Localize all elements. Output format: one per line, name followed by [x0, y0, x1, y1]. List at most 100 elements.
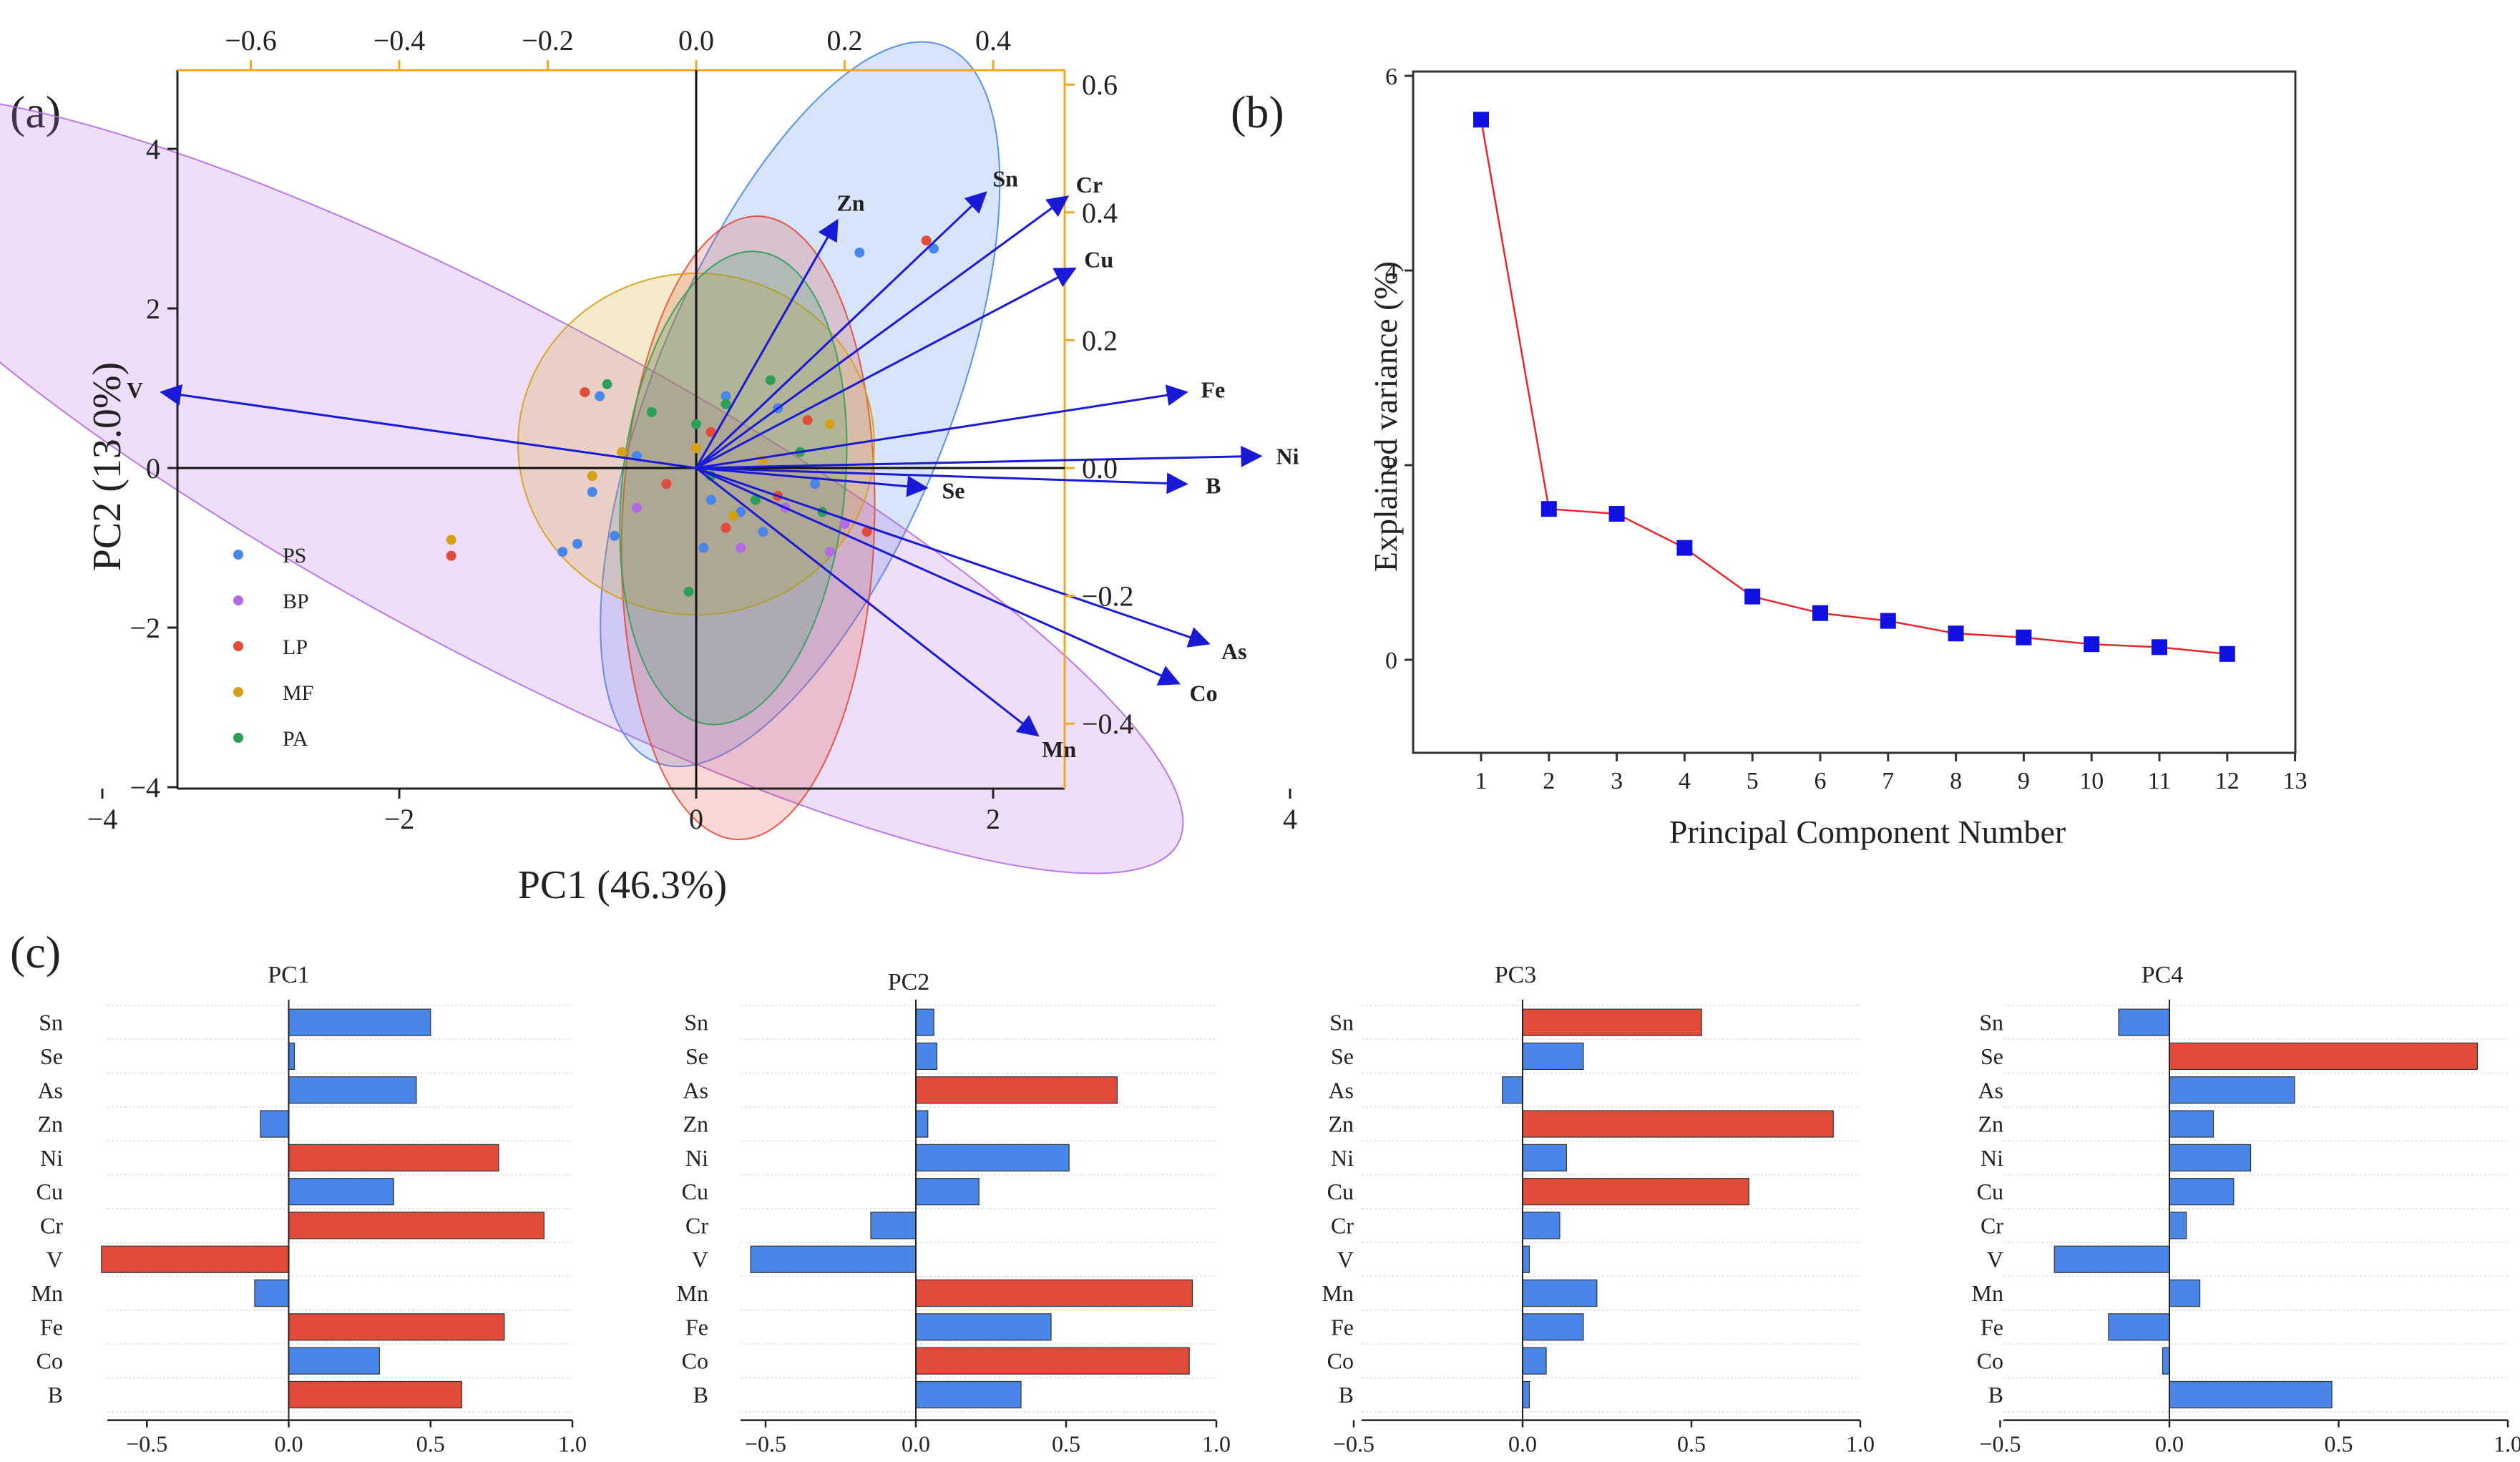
- bar-category-label: Cr: [1981, 1212, 2003, 1238]
- sample-point-lp: [921, 235, 932, 246]
- scree-x-tick-label: 4: [1679, 768, 1691, 794]
- bar-category-label: Mn: [1322, 1280, 1354, 1306]
- bar-category-label: As: [1978, 1077, 2003, 1103]
- scree-y-tick-label: 0: [1385, 648, 1397, 674]
- bar-category-label: Co: [1327, 1348, 1354, 1374]
- bar-x-tick-label: 0.0: [275, 1431, 303, 1457]
- scree-point: [1744, 588, 1761, 605]
- scree-x-tick-label: 13: [2283, 768, 2307, 794]
- scree-point: [1473, 112, 1489, 128]
- sample-point-pa: [646, 406, 657, 417]
- bar-category-label: Zn: [37, 1111, 63, 1137]
- legend-marker-pa: [233, 733, 243, 743]
- bar-category-label: Sn: [39, 1010, 63, 1035]
- bar-x-tick-label: −0.5: [745, 1431, 786, 1457]
- bar-category-label: Ni: [40, 1145, 63, 1171]
- bar-x-tick-label: 0.0: [902, 1431, 930, 1457]
- loading-bar-fe: [288, 1313, 505, 1341]
- loading-bar-se: [288, 1042, 296, 1071]
- scree-x-tick-label: 6: [1815, 768, 1827, 794]
- confidence-ellipse-pa: [619, 250, 848, 726]
- loading-bar-zn: [2169, 1110, 2214, 1138]
- bar-category-label: Sn: [684, 1010, 708, 1035]
- loading-bar-mn: [254, 1279, 290, 1307]
- loading-arrow-cr: [695, 195, 1070, 469]
- bar-category-label: Co: [36, 1348, 63, 1374]
- scree-y-label: Explained variance (%): [1367, 261, 1404, 572]
- scree-marks: [1473, 112, 2235, 662]
- scree-point: [1880, 613, 1896, 629]
- bar-category-label: B: [693, 1382, 708, 1408]
- bar-category-label: Mn: [1972, 1280, 2003, 1306]
- bar-category-label: B: [1988, 1382, 2003, 1408]
- sample-point-pa: [691, 419, 701, 429]
- biplot-y-tick-label: 0: [146, 452, 160, 484]
- biplot-points: [446, 235, 939, 597]
- loading-arrow-co: [695, 467, 1181, 686]
- bar-x-tick-label: 0.0: [1508, 1431, 1537, 1457]
- loading-bar-sn: [1522, 1008, 1702, 1036]
- sample-point-mf: [446, 535, 456, 545]
- loading-label-sn: Sn: [992, 166, 1018, 192]
- sample-point-ps: [810, 479, 820, 489]
- loading-arrow-b: [695, 467, 1188, 494]
- bar-category-label: As: [1328, 1077, 1354, 1103]
- bar-category-label: Ni: [1981, 1145, 2003, 1171]
- biplot-y-tick-label: 2: [146, 293, 160, 325]
- loading-bar-cr: [1522, 1212, 1561, 1239]
- bar-chart-title: PC3: [1495, 962, 1537, 988]
- scree-point: [1812, 605, 1828, 621]
- loading-bar-b: [915, 1380, 1022, 1409]
- sample-point-ps: [609, 530, 620, 541]
- bar-category-label: Zn: [1978, 1111, 2003, 1137]
- loading-bar-v: [1522, 1245, 1530, 1273]
- scree-line: [1480, 119, 2227, 656]
- scree-point: [2084, 636, 2100, 653]
- scree-point: [1608, 506, 1625, 522]
- bar-category-label: Sn: [1979, 1010, 2003, 1035]
- bar-x-tick-label: 1.0: [1846, 1431, 1875, 1457]
- biplot-right-tick-label: −0.4: [1082, 708, 1134, 740]
- loading-arrow-cu: [695, 267, 1077, 469]
- loading-bar-cr: [870, 1212, 917, 1239]
- scree-y-tick-label: 4: [1385, 258, 1397, 285]
- loading-arrow-zn: [695, 218, 839, 469]
- scree-point: [2016, 629, 2032, 645]
- biplot-right-tick-label: 0.6: [1082, 69, 1118, 101]
- sample-point-ps: [698, 542, 709, 553]
- loading-bar-zn: [1522, 1110, 1834, 1138]
- scree-x-tick-label: 5: [1747, 768, 1759, 794]
- biplot-right-tick-label: 0.2: [1082, 324, 1118, 356]
- loading-bar-cu: [2169, 1178, 2235, 1206]
- biplot-x-tick-label: −2: [384, 803, 415, 835]
- legend-label-bp: BP: [283, 590, 309, 613]
- bar-category-label: Sn: [1329, 1010, 1354, 1035]
- sample-point-bp: [632, 502, 642, 513]
- loading-label-co: Co: [1190, 680, 1218, 706]
- bar-category-label: Se: [1331, 1043, 1354, 1069]
- scree-x-tick-label: 7: [1882, 768, 1894, 794]
- sample-point-pa: [721, 399, 731, 409]
- loading-bar-sn: [288, 1008, 431, 1036]
- sample-point-lp: [580, 387, 590, 398]
- biplot-x-tick-label: −4: [87, 803, 118, 835]
- sample-point-pa: [602, 379, 612, 389]
- loading-bar-as: [2169, 1076, 2295, 1104]
- biplot-right-tick-label: 0.0: [1082, 452, 1118, 484]
- biplot-top-tick-label: 0.0: [678, 24, 714, 57]
- loading-bar-cu: [915, 1178, 980, 1206]
- scree-x-tick-label: 9: [2018, 768, 2030, 794]
- loading-bar-v: [2053, 1245, 2170, 1273]
- sample-point-lp: [661, 479, 672, 489]
- sample-point-mf: [617, 447, 627, 457]
- biplot-right-tick-label: 0.4: [1082, 197, 1118, 229]
- legend-label-mf: MF: [283, 681, 313, 705]
- bar-category-label: Cu: [1327, 1179, 1354, 1204]
- loading-bar-mn: [1522, 1279, 1598, 1307]
- scree-point: [2219, 645, 2235, 662]
- loading-bar-zn: [915, 1110, 929, 1138]
- bar-chart-title: PC4: [2141, 962, 2184, 988]
- sample-point-ps: [557, 547, 568, 557]
- loading-bar-zn: [260, 1110, 290, 1138]
